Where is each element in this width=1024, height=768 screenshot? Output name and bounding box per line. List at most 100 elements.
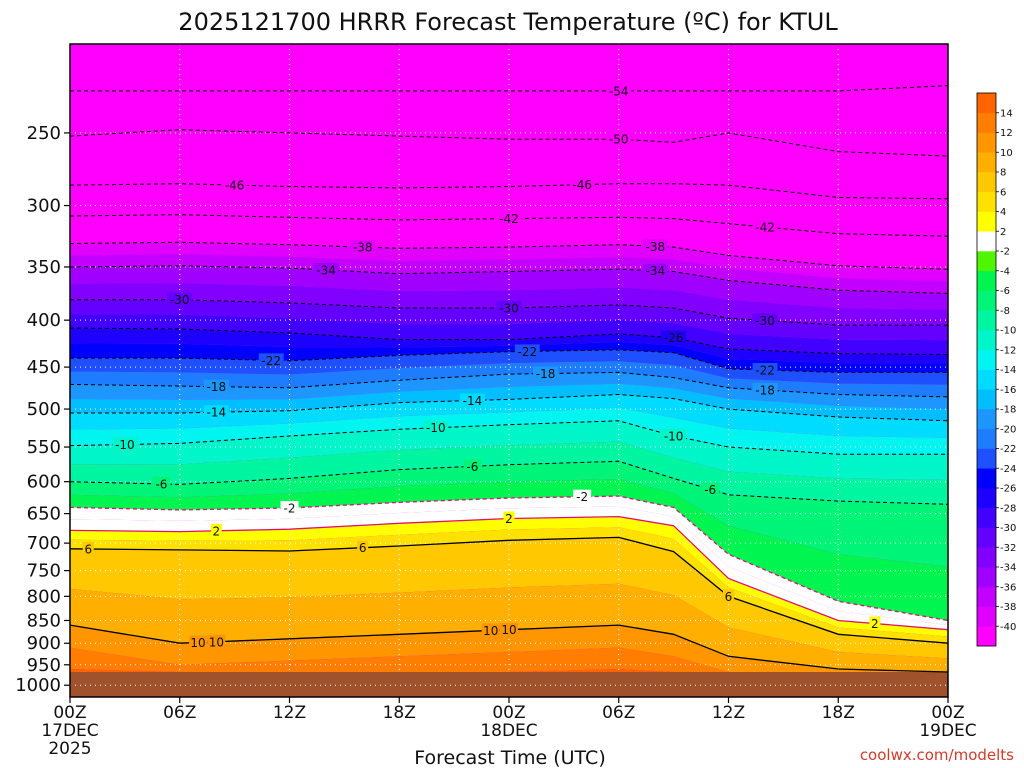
temperature-band [70, 407, 948, 455]
y-tick-label: 950 [27, 655, 61, 676]
isotherm-label-bg [606, 83, 632, 97]
temperature-band [70, 349, 948, 385]
isotherm-label: -50 [609, 133, 629, 147]
isotherm-label-bg [514, 344, 540, 358]
y-tick-label: 350 [27, 257, 61, 278]
y-tick-label: 400 [27, 310, 61, 331]
colorbar-label: -38 [1000, 602, 1016, 613]
isotherm-label: -42 [755, 221, 775, 235]
colorbar-label: -4 [1000, 266, 1010, 277]
isotherm-label: -6 [466, 460, 478, 474]
isotherm-label: -30 [499, 302, 519, 316]
x-tick-label: 12Z [273, 703, 306, 723]
isotherm-label-bg [496, 211, 522, 225]
colorbar-label: -14 [1000, 365, 1016, 376]
temperature-band [70, 441, 948, 505]
colorbar-swatch [977, 586, 996, 607]
x-tick-label: 2025 [48, 739, 91, 759]
isotherm-label-bg [701, 482, 720, 496]
isotherm-label: 2 [213, 524, 221, 538]
isotherm-label-bg [112, 437, 138, 451]
isotherm-label: 6 [84, 542, 92, 556]
isotherm-label-bg [350, 240, 376, 254]
isotherm-line [70, 299, 948, 326]
y-tick-label: 550 [27, 437, 61, 458]
isotherm-line [69, 371, 949, 398]
colorbar-label: -2 [1000, 247, 1010, 258]
temperature-band [70, 183, 948, 218]
y-tick-label: 700 [27, 533, 61, 554]
y-tick-label: 250 [27, 123, 61, 144]
colorbar-swatch [977, 428, 996, 449]
colorbar-label: -6 [1000, 286, 1010, 297]
y-tick-label: 800 [27, 586, 61, 607]
isotherm-label-bg [642, 263, 668, 277]
isotherm-label-bg [258, 353, 284, 367]
isotherm-label: -6 [155, 477, 167, 491]
temperature-band [70, 537, 948, 659]
isotherm-label-bg [533, 366, 559, 380]
colorbar-label: 12 [1000, 128, 1013, 139]
y-tick-label: 600 [27, 472, 61, 493]
y-tick-label: 1000 [15, 675, 61, 696]
x-tick-label: 06Z [163, 703, 196, 723]
colorbar-swatch [977, 132, 996, 153]
colorbar-swatch [977, 488, 996, 509]
isotherm-line [70, 85, 949, 92]
y-tick-label: 650 [27, 504, 61, 525]
isotherm-label: -30 [755, 314, 775, 328]
colorbar-label: -18 [1000, 405, 1016, 416]
isotherm-label: -2 [284, 502, 296, 516]
isotherm-line [69, 327, 949, 355]
y-tick-label: 900 [27, 633, 61, 654]
colorbar-swatch [977, 606, 996, 627]
x-tick-label: 18Z [822, 703, 855, 723]
isotherm-label-bg [152, 476, 171, 490]
x-tick-label: 18DEC [480, 721, 537, 741]
isotherm-line [69, 515, 949, 631]
colorbar-swatch [977, 211, 996, 232]
colorbar-swatch [977, 567, 996, 588]
colorbar-swatch [977, 93, 996, 114]
colorbar-label: 2 [1000, 227, 1006, 238]
isotherm-label-bg [280, 501, 299, 515]
temperature-band [70, 394, 948, 438]
isotherm-label-bg [167, 292, 193, 306]
colorbar-label: 6 [1000, 187, 1006, 198]
isotherm-label: -34 [646, 264, 666, 278]
isotherm-label-bg [313, 262, 339, 276]
colorbar-label: -22 [1000, 444, 1016, 455]
colorbar-label: -40 [1000, 622, 1016, 633]
isotherm-label-bg [752, 363, 778, 377]
temperature-band [70, 527, 948, 644]
isotherm-label-bg [752, 383, 778, 397]
isotherm-line [69, 460, 949, 505]
colorbar-label: 14 [1000, 108, 1013, 119]
colorbar-swatch [977, 409, 996, 430]
isotherm-label: -14 [463, 394, 483, 408]
isotherm-label: -14 [207, 406, 227, 420]
isotherm-line [69, 624, 949, 673]
isotherm-line [70, 393, 949, 422]
temperature-band [70, 228, 948, 270]
isotherm-label: 10 [483, 624, 498, 638]
source-credit-link[interactable]: coolwx.com/modelts [860, 746, 1014, 764]
isotherm-line [69, 265, 949, 294]
colorbar-swatch [977, 330, 996, 351]
isotherm-label: -18 [207, 380, 227, 394]
isotherm-label-bg [723, 589, 734, 603]
x-tick-label: 00Z [53, 703, 86, 723]
isotherm-label: -54 [609, 84, 629, 98]
isotherm-label: -26 [664, 331, 684, 345]
y-tick-label: 750 [27, 561, 61, 582]
colorbar-label: 8 [1000, 168, 1006, 179]
isotherm-label-bg [357, 540, 369, 554]
colorbar-swatch [977, 152, 996, 173]
x-axis-label: Forecast Time (UTC) [414, 747, 605, 768]
isotherm-label: 10 [209, 635, 224, 649]
colorbar-label: -30 [1000, 523, 1016, 534]
x-tick-label: 12Z [712, 703, 745, 723]
x-tick-label: 00Z [931, 703, 964, 723]
isotherm-line [69, 129, 949, 157]
